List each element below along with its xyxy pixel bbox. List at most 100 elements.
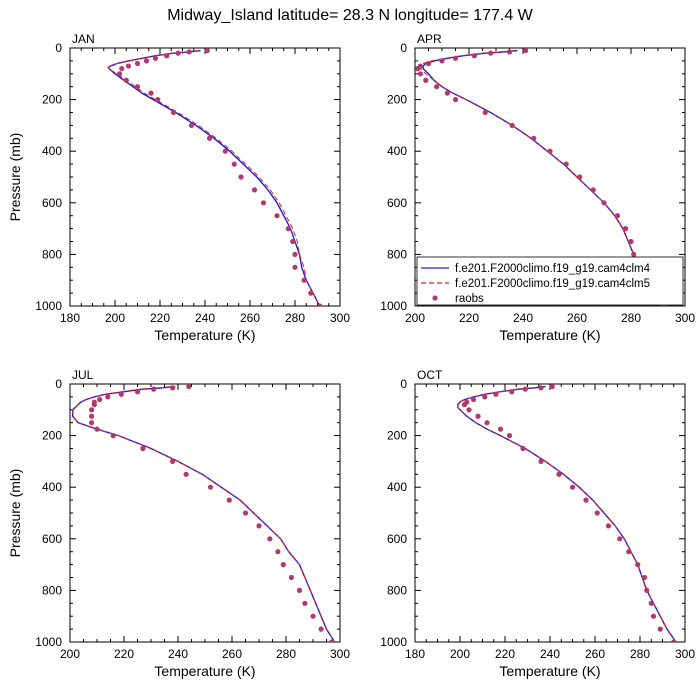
y-tick-label-oct: 1000 (380, 635, 407, 649)
x-tick-label-jul: 300 (330, 647, 350, 661)
y-tick-label-jul: 400 (42, 480, 62, 494)
x-tick-label-jan: 200 (105, 311, 125, 325)
raobs-point (231, 161, 237, 167)
raobs-point (89, 420, 95, 426)
raobs-point (118, 391, 124, 397)
raobs-point (148, 90, 154, 96)
panel-apr: 200 220 240 260 280 300 0 200 400 600 800 1000 APR Te… (380, 32, 695, 343)
x-tick-label-oct: 240 (540, 647, 560, 661)
raobs-point (134, 84, 141, 90)
raobs-point (547, 148, 553, 154)
y-axis-label-jul: Pressure (mb) (7, 469, 23, 558)
raobs-point (308, 290, 314, 296)
panel-jan: 180 200 220 240 260 280 300 0 200 400 600 800 1000 JA… (7, 32, 350, 343)
raobs-point (116, 71, 123, 77)
raobs-point (482, 394, 488, 400)
raobs-point (318, 626, 324, 632)
x-tick-label-jan: 220 (150, 311, 170, 325)
legend-box (416, 256, 684, 306)
raobs-point (89, 407, 95, 413)
legend-label-f-e201-f2000climo-f19-g19-cam4clm5: f.e201.F2000climo.f19_g19.cam4clm5 (455, 278, 650, 290)
raobs-point (556, 471, 562, 477)
raobs-point (125, 63, 132, 69)
raobs-point (301, 277, 307, 283)
x-tick-label-apr: 300 (675, 311, 695, 325)
raobs-point (206, 135, 213, 141)
x-tick-label-oct: 200 (450, 647, 470, 661)
series-raobs-jul (89, 384, 335, 642)
raobs-point (207, 484, 213, 490)
raobs-point (466, 407, 472, 413)
raobs-point (290, 238, 296, 245)
x-tick-label-oct: 300 (675, 647, 695, 661)
x-tick-label-oct: 180 (405, 647, 425, 661)
y-tick-label-jan: 600 (42, 196, 62, 210)
x-tick-label-jul: 280 (276, 647, 296, 661)
raobs-point (522, 386, 528, 392)
y-axis-label-jan: Pressure (mb) (7, 133, 23, 222)
raobs-point (170, 109, 177, 116)
raobs-point (617, 536, 623, 542)
y-tick-label-oct: 600 (387, 532, 407, 546)
x-tick-label-jan: 240 (195, 311, 215, 325)
x-tick-label-jul: 220 (114, 647, 134, 661)
raobs-point (623, 226, 629, 232)
series-f-e201-f2000climo-f19-g19-cam4clm5-oct (457, 386, 677, 642)
series-f-e201-f2000climo-f19-g19-cam4clm4-jul (72, 385, 336, 642)
raobs-point (452, 97, 459, 103)
raobs-point (97, 396, 103, 403)
raobs-point (594, 510, 600, 516)
x-axis-label-jul: Temperature (K) (154, 663, 255, 679)
y-tick-label-jul: 600 (42, 532, 62, 546)
raobs-point (605, 523, 612, 529)
raobs-point (434, 84, 440, 90)
raobs-point (329, 639, 335, 642)
raobs-point (538, 385, 544, 391)
raobs-point (222, 148, 228, 154)
raobs-point (275, 549, 281, 555)
raobs-point (302, 600, 308, 606)
raobs-point (94, 426, 100, 432)
y-tick-label-jan: 1000 (35, 299, 62, 313)
panel-oct: 180 200 220 240 260 280 300 0 200 400 600 800 1000 OC… (380, 368, 695, 679)
raobs-point (170, 385, 176, 391)
x-tick-label-apr: 280 (621, 311, 641, 325)
raobs-point (650, 613, 657, 619)
raobs-point (628, 238, 634, 245)
y-tick-label-jul: 800 (42, 583, 62, 597)
raobs-point (470, 396, 477, 403)
raobs-point (415, 66, 421, 72)
x-tick-label-apr: 260 (567, 311, 587, 325)
panel-jul: 200 220 240 260 280 300 0 200 400 600 800 1000 JUL Te… (7, 368, 350, 679)
series-raobs-oct (461, 384, 677, 642)
raobs-point (439, 58, 445, 64)
raobs-point (488, 50, 494, 56)
raobs-point (134, 60, 141, 67)
x-tick-label-jan: 300 (330, 311, 350, 325)
panel-title-jan: JAN (72, 32, 95, 46)
raobs-point (484, 420, 490, 426)
raobs-point (274, 213, 280, 219)
y-tick-label-oct: 0 (400, 377, 407, 391)
plot-frame-oct (414, 383, 686, 643)
raobs-point (493, 391, 499, 397)
raobs-point (91, 402, 97, 408)
legend: f.e201.F2000climo.f19_g19.cam4clm4 f.e201… (416, 256, 684, 306)
raobs-point (583, 497, 589, 503)
series-f-e201-f2000climo-f19-g19-cam4clm4-jan (107, 49, 321, 306)
raobs-point (226, 497, 232, 503)
y-tick-label-apr: 0 (400, 41, 407, 55)
x-tick-label-jan: 260 (240, 311, 260, 325)
raobs-point (170, 458, 176, 464)
raobs-point (292, 264, 298, 270)
legend-label-raobs: raobs (455, 293, 484, 305)
raobs-point (671, 639, 677, 642)
x-axis-label-oct: Temperature (K) (499, 663, 600, 679)
raobs-point (569, 484, 576, 490)
raobs-point (186, 384, 192, 390)
plot-area-jan (107, 48, 323, 306)
raobs-point (497, 426, 504, 432)
y-tick-label-oct: 200 (387, 429, 407, 443)
raobs-point (631, 251, 637, 257)
x-tick-label-oct: 260 (585, 647, 605, 661)
